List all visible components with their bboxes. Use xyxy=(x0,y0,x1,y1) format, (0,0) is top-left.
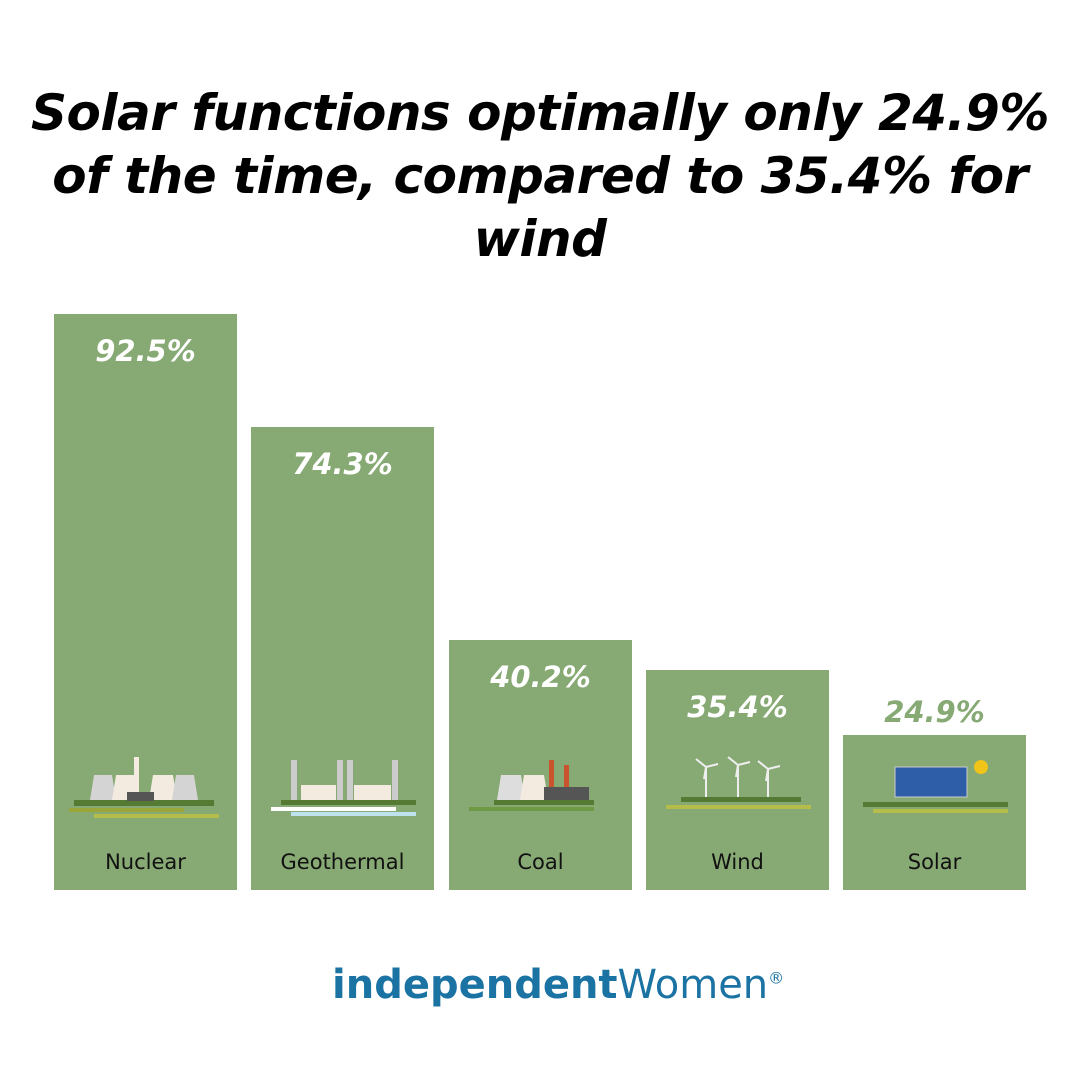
bar-coal xyxy=(449,639,632,890)
category-label: Coal xyxy=(517,850,564,874)
data-label: 24.9% xyxy=(884,694,985,729)
data-label: 40.2% xyxy=(490,659,591,694)
nuclear-plant-icon xyxy=(54,745,237,825)
solar-panels-icon xyxy=(843,745,1026,825)
logo-part1: independent xyxy=(332,962,618,1008)
geothermal-plant-icon xyxy=(251,745,434,825)
category-label: Nuclear xyxy=(105,850,186,874)
chart-title: Solar functions optimally only 24.9% of … xyxy=(31,84,1049,268)
category-label: Geothermal xyxy=(280,850,405,874)
category-label: Wind xyxy=(711,850,764,874)
logo-part2: Women xyxy=(617,962,769,1008)
coal-plant-icon xyxy=(449,745,632,825)
data-label: 35.4% xyxy=(687,689,788,724)
logo-mark: ® xyxy=(768,968,785,988)
data-label: 74.3% xyxy=(292,447,393,482)
independent-women-logo: independentWomen® xyxy=(332,962,784,1022)
data-label: 92.5% xyxy=(95,334,196,368)
wind-turbines-icon xyxy=(646,745,829,825)
category-label: Solar xyxy=(907,850,962,874)
